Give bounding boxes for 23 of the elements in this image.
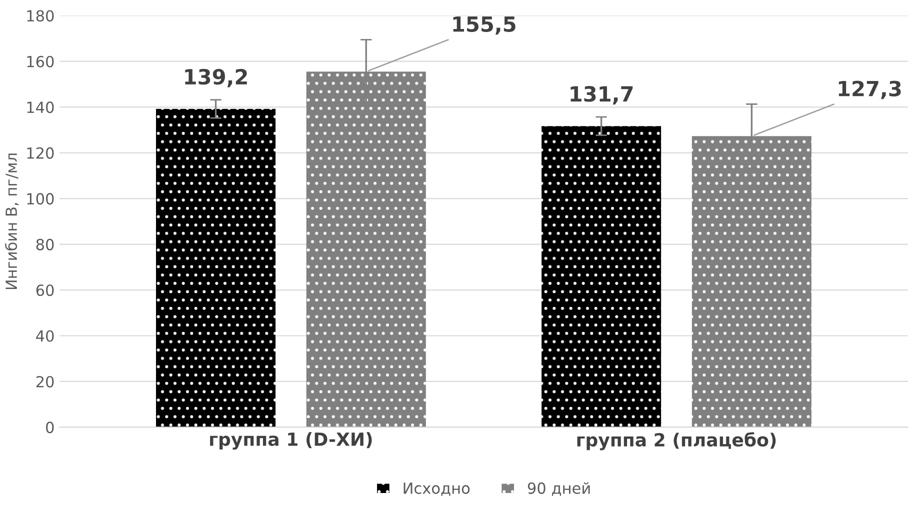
y-axis-title: Ингибин В, пг/мл [4, 154, 19, 290]
y-tick-label: 120 [27, 147, 54, 159]
y-tick-label: 180 [27, 10, 54, 22]
bar [156, 108, 276, 428]
data-label: 155,5 [453, 16, 516, 35]
data-label: 127,3 [838, 80, 901, 100]
legend-label: Исходно [404, 482, 470, 496]
y-tick-label: 160 [27, 56, 54, 68]
y-tick-label: 40 [36, 330, 54, 342]
x-tick-label: группа 2 (плацебо) [577, 432, 776, 450]
y-tick-label: 0 [46, 422, 54, 434]
y-tick-label: 60 [36, 284, 54, 296]
y-tick-label: 80 [36, 238, 54, 250]
bar [692, 136, 812, 428]
x-tick-label: группа 1 (D-ХИ) [210, 432, 372, 450]
legend-label: 90 дней [528, 482, 590, 496]
y-tick-label: 140 [27, 102, 54, 114]
data-label: 131,7 [570, 86, 633, 104]
y-tick-label: 20 [36, 376, 54, 388]
data-label: 139,2 [185, 68, 247, 88]
y-tick-label: 100 [27, 193, 54, 205]
bar [306, 72, 426, 428]
bar [542, 126, 662, 428]
